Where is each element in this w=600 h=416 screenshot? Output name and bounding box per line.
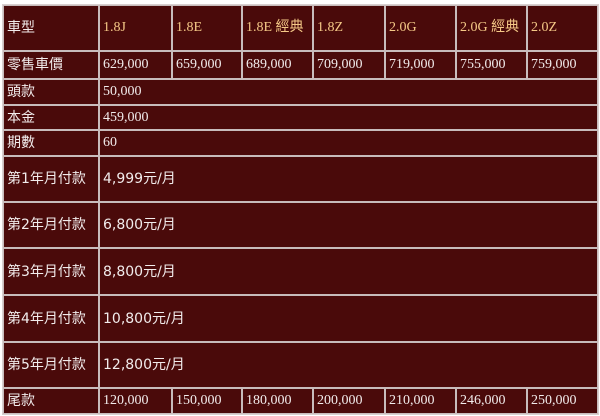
row-label: 本金 bbox=[3, 105, 99, 130]
model-cell: 2.0G 經典 bbox=[456, 5, 527, 51]
term-row: 期數 60 bbox=[3, 130, 598, 156]
price-cell: 759,000 bbox=[527, 51, 598, 79]
row-value: 60 bbox=[99, 130, 598, 156]
row-value: 10,800元/月 bbox=[99, 295, 598, 342]
balloon-cell: 246,000 bbox=[456, 388, 527, 414]
model-cell: 2.0G bbox=[385, 5, 456, 51]
row-value: 4,999元/月 bbox=[99, 156, 598, 202]
price-cell: 689,000 bbox=[242, 51, 313, 79]
row-label: 頭款 bbox=[3, 79, 99, 105]
row-label: 期數 bbox=[3, 130, 99, 156]
balloon-cell: 250,000 bbox=[527, 388, 598, 414]
model-cell: 2.0Z bbox=[527, 5, 598, 51]
retail-price-row: 零售車價 629,000 659,000 689,000 709,000 719… bbox=[3, 51, 598, 79]
price-cell: 709,000 bbox=[313, 51, 385, 79]
model-cell: 1.8Z bbox=[313, 5, 385, 51]
retail-label: 零售車價 bbox=[3, 51, 99, 79]
balloon-cell: 200,000 bbox=[313, 388, 385, 414]
row-value: 8,800元/月 bbox=[99, 248, 598, 295]
price-cell: 659,000 bbox=[172, 51, 242, 79]
price-cell: 719,000 bbox=[385, 51, 456, 79]
header-label: 車型 bbox=[3, 5, 99, 51]
row-label: 第1年月付款 bbox=[3, 156, 99, 202]
principal-row: 本金 459,000 bbox=[3, 105, 598, 130]
balloon-cell: 210,000 bbox=[385, 388, 456, 414]
year2-payment-row: 第2年月付款 6,800元/月 bbox=[3, 202, 598, 248]
balloon-cell: 150,000 bbox=[172, 388, 242, 414]
year5-payment-row: 第5年月付款 12,800元/月 bbox=[3, 342, 598, 388]
balloon-payment-row: 尾款 120,000 150,000 180,000 200,000 210,0… bbox=[3, 388, 598, 414]
row-value: 50,000 bbox=[99, 79, 598, 105]
price-cell: 629,000 bbox=[99, 51, 172, 79]
year1-payment-row: 第1年月付款 4,999元/月 bbox=[3, 156, 598, 202]
year4-payment-row: 第4年月付款 10,800元/月 bbox=[3, 295, 598, 342]
model-cell: 1.8E bbox=[172, 5, 242, 51]
down-payment-row: 頭款 50,000 bbox=[3, 79, 598, 105]
model-row: 車型 1.8J 1.8E 1.8E 經典 1.8Z 2.0G 2.0G 經典 2… bbox=[3, 5, 598, 51]
model-cell: 1.8J bbox=[99, 5, 172, 51]
year3-payment-row: 第3年月付款 8,800元/月 bbox=[3, 248, 598, 295]
row-label: 第5年月付款 bbox=[3, 342, 99, 388]
balloon-cell: 120,000 bbox=[99, 388, 172, 414]
row-value: 459,000 bbox=[99, 105, 598, 130]
price-cell: 755,000 bbox=[456, 51, 527, 79]
row-label: 第4年月付款 bbox=[3, 295, 99, 342]
balloon-cell: 180,000 bbox=[242, 388, 313, 414]
row-label: 第3年月付款 bbox=[3, 248, 99, 295]
model-cell: 1.8E 經典 bbox=[242, 5, 313, 51]
row-value: 6,800元/月 bbox=[99, 202, 598, 248]
row-value: 12,800元/月 bbox=[99, 342, 598, 388]
balloon-label: 尾款 bbox=[3, 388, 99, 414]
row-label: 第2年月付款 bbox=[3, 202, 99, 248]
loan-plan-table: 車型 1.8J 1.8E 1.8E 經典 1.8Z 2.0G 2.0G 經典 2… bbox=[2, 4, 599, 415]
